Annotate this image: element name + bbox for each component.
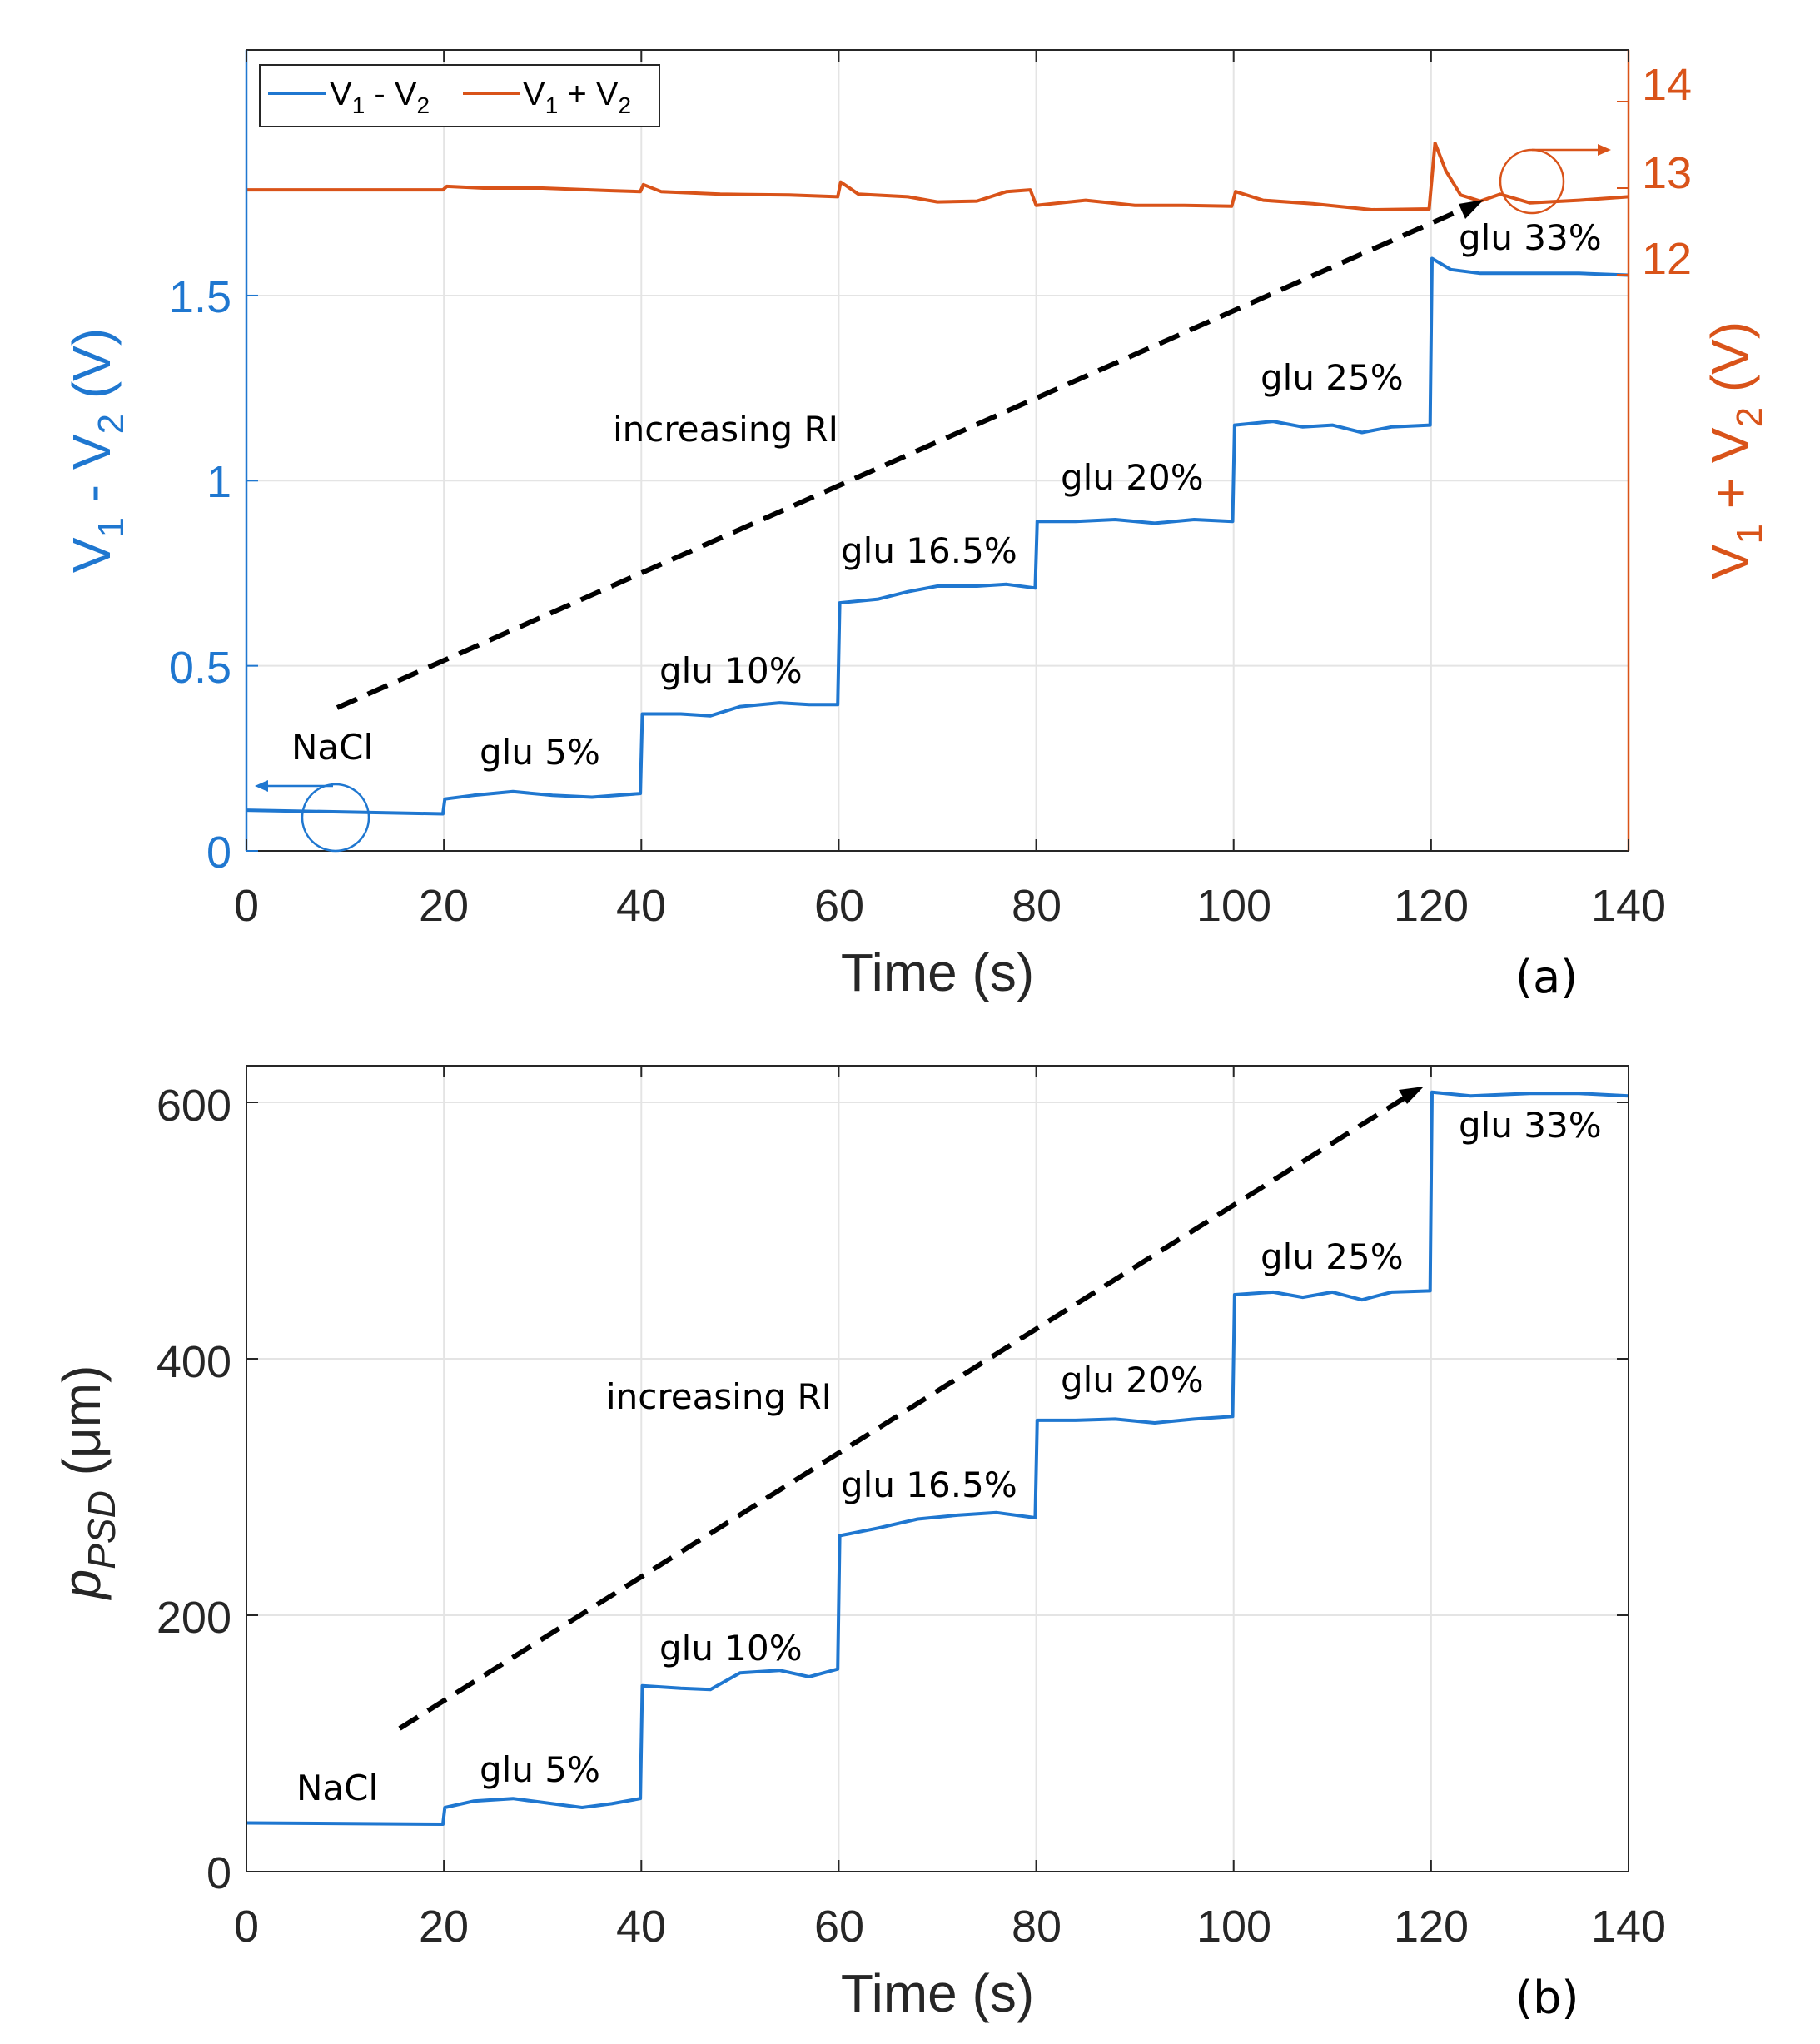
x-tick-label: 20 [419, 881, 469, 931]
x-tick-label: 140 [1591, 1902, 1666, 1952]
annotation-glu33: glu 33% [1459, 217, 1602, 258]
annotation-glu25: glu 25% [1261, 357, 1404, 398]
x-tick-label: 20 [419, 1902, 469, 1952]
panel-b-plot-area [246, 1066, 1629, 1872]
annotation-glu20: glu 20% [1061, 1360, 1204, 1400]
right-axis-indicator-arrowhead [1598, 144, 1611, 156]
panel-b: 0 20 40 60 80 100 120 140 0 200 400 600 … [52, 1065, 1666, 2024]
y-left-tick-label: 1.5 [169, 272, 231, 322]
panel-a-series [246, 141, 1629, 816]
annotation-glu10: glu 10% [659, 1628, 803, 1669]
increasing-ri-arrowhead [1459, 200, 1484, 219]
x-tick-label: 0 [234, 881, 259, 931]
x-tick-label: 0 [234, 1902, 259, 1952]
x-tick-label: 40 [616, 1902, 666, 1952]
annotation-increasing-ri: increasing RI [613, 409, 838, 450]
y-left-axis-label: V1 - V2 (V) [62, 328, 132, 573]
legend-entry: V1 + V2 [523, 76, 631, 118]
y-tick-label: 0 [206, 1848, 231, 1898]
panel-a-plot-area [246, 50, 1629, 851]
annotation-increasing-ri: increasing RI [606, 1376, 832, 1417]
y-right-tick-label: 12 [1642, 234, 1692, 284]
y-left-tick-label: 0.5 [169, 643, 231, 693]
y-tick-label: 600 [157, 1081, 231, 1131]
x-tick-label: 60 [814, 881, 864, 931]
annotation-nacl: NaCl [296, 1768, 378, 1808]
panel-b-series [246, 1090, 1629, 1826]
x-tick-label: 120 [1394, 881, 1469, 931]
panel-a: 0 20 40 60 80 100 120 140 0 0.5 1 1.5 12… [62, 49, 1770, 1003]
annotation-nacl: NaCl [291, 727, 373, 768]
y-axis-label: pPSD (μm) [52, 1365, 123, 1601]
legend: V1 - V2 V1 + V2 [259, 64, 660, 127]
panel-a-ticks [246, 50, 1629, 852]
y-left-tick-label: 0 [206, 828, 231, 878]
x-axis-label: Time (s) [841, 1963, 1034, 2023]
y-tick-label: 400 [157, 1337, 231, 1387]
y-right-tick-label: 14 [1642, 60, 1692, 110]
annotation-glu5: glu 5% [480, 732, 600, 773]
annotation-glu33: glu 33% [1459, 1105, 1602, 1146]
panel-label-a: (a) [1515, 951, 1578, 1003]
annotation-glu10: glu 10% [659, 650, 803, 691]
series-line-v1-plus-v2 [246, 141, 1629, 211]
panel-b-frame [246, 1065, 1629, 1872]
x-tick-label: 40 [616, 881, 666, 931]
annotation-glu5: glu 5% [480, 1749, 600, 1790]
series-line-ppsd [246, 1090, 1629, 1826]
annotation-glu16-5: glu 16.5% [841, 1465, 1017, 1505]
annotation-glu25: glu 25% [1261, 1236, 1404, 1277]
x-tick-label: 80 [1012, 1902, 1062, 1952]
y-left-tick-label: 1 [206, 457, 231, 507]
annotation-glu20: glu 20% [1061, 457, 1204, 498]
series-line-v1-minus-v2 [246, 256, 1629, 816]
annotation-glu16-5: glu 16.5% [841, 530, 1017, 571]
y-right-tick-label: 13 [1642, 148, 1692, 198]
left-axis-indicator-arrowhead [255, 780, 268, 792]
x-tick-label: 100 [1196, 881, 1271, 931]
y-right-axis-label: V1 + V2 (V) [1700, 321, 1770, 579]
panel-label-b: (b) [1515, 1972, 1579, 2024]
legend-entry: V1 - V2 [330, 76, 430, 118]
x-axis-label: Time (s) [841, 942, 1034, 1002]
x-tick-label: 140 [1591, 881, 1666, 931]
x-tick-label: 80 [1012, 881, 1062, 931]
legend-box [259, 64, 660, 127]
left-axis-indicator-circle [301, 783, 370, 853]
increasing-ri-arrowhead [1399, 1087, 1424, 1104]
increasing-ri-arrow [336, 206, 1467, 710]
x-tick-label: 60 [814, 1902, 864, 1952]
x-tick-label: 120 [1394, 1902, 1469, 1952]
panel-b-ticks [246, 1066, 1629, 1872]
x-tick-label: 100 [1196, 1902, 1271, 1952]
y-tick-label: 200 [157, 1593, 231, 1643]
